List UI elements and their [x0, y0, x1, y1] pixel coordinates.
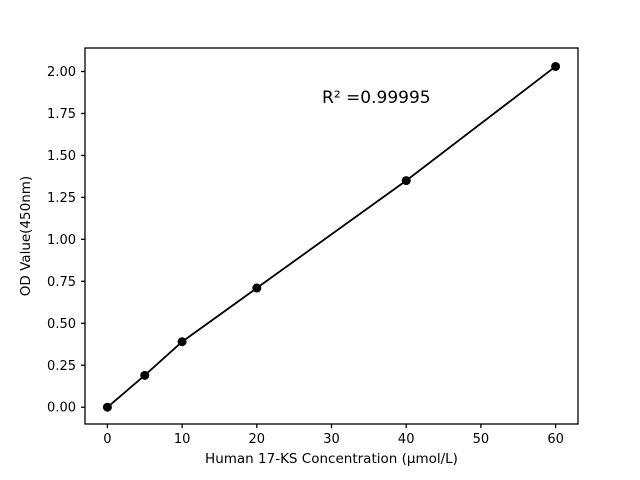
x-tick-label: 0 [103, 432, 111, 447]
y-tick-label: 1.25 [47, 191, 76, 206]
x-axis-label: Human 17-KS Concentration (μmol/L) [205, 451, 458, 467]
y-tick-label: 0.25 [47, 359, 76, 374]
x-tick-label: 50 [473, 432, 490, 447]
plot-border [84, 47, 579, 425]
y-tick-label: 1.75 [47, 107, 76, 122]
x-tick-label: 10 [174, 432, 191, 447]
fit-line [106, 65, 557, 408]
r-squared-annotation: R² =0.99995 [322, 88, 431, 109]
y-tick-label: 2.00 [47, 65, 76, 80]
y-tick-label: 1.00 [47, 233, 76, 248]
data-point [140, 370, 150, 380]
y-tick-label: 0.75 [47, 275, 76, 290]
x-tick-label: 60 [547, 432, 564, 447]
y-tick-label: 0.00 [47, 401, 76, 416]
x-tick-label: 40 [398, 432, 415, 447]
data-point [102, 402, 112, 412]
x-tick-label: 20 [249, 432, 266, 447]
y-tick-label: 0.50 [47, 317, 76, 332]
x-tick-label: 30 [323, 432, 340, 447]
y-axis-label: OD Value(450nm) [18, 175, 34, 297]
data-point [401, 176, 411, 186]
y-tick-label: 1.50 [47, 149, 76, 164]
data-point [177, 337, 187, 347]
data-point [252, 283, 262, 293]
data-point [551, 61, 561, 71]
